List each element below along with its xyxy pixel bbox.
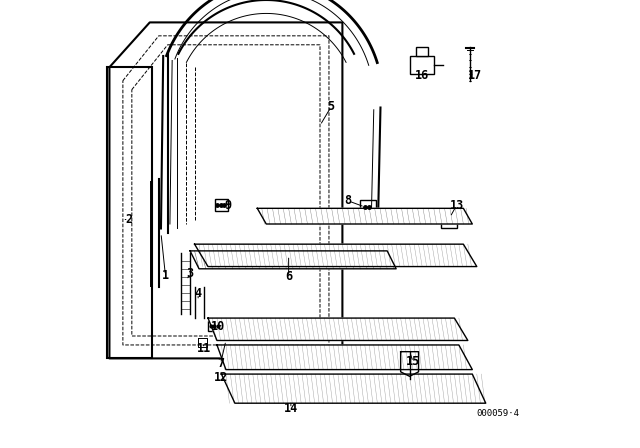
- Bar: [360, 200, 376, 213]
- Bar: [441, 211, 457, 228]
- Text: 3: 3: [186, 267, 194, 280]
- Polygon shape: [217, 345, 472, 370]
- Polygon shape: [401, 352, 419, 376]
- Polygon shape: [208, 318, 468, 340]
- Polygon shape: [190, 251, 396, 269]
- Polygon shape: [221, 374, 486, 403]
- Polygon shape: [257, 208, 472, 224]
- Text: 4: 4: [195, 287, 202, 300]
- Text: 7: 7: [217, 357, 224, 370]
- Text: 1: 1: [162, 269, 169, 282]
- Text: 12: 12: [213, 370, 228, 384]
- Bar: [108, 67, 152, 358]
- Bar: [215, 199, 228, 211]
- Polygon shape: [198, 338, 207, 347]
- Text: 14: 14: [284, 402, 298, 415]
- Text: 17: 17: [467, 69, 482, 82]
- Text: 11: 11: [197, 342, 212, 355]
- Text: 9: 9: [225, 198, 232, 212]
- Text: 8: 8: [344, 194, 351, 207]
- Text: 13: 13: [449, 198, 464, 212]
- Text: 10: 10: [211, 319, 225, 333]
- Text: 6: 6: [285, 270, 292, 284]
- Text: 000059·4: 000059·4: [476, 409, 520, 418]
- Text: 16: 16: [415, 69, 429, 82]
- Bar: [417, 47, 428, 56]
- Text: 2: 2: [125, 213, 132, 226]
- Text: 15: 15: [406, 355, 420, 369]
- Text: 5: 5: [328, 100, 335, 113]
- Bar: [208, 321, 221, 331]
- Bar: [410, 56, 435, 74]
- Polygon shape: [195, 244, 477, 267]
